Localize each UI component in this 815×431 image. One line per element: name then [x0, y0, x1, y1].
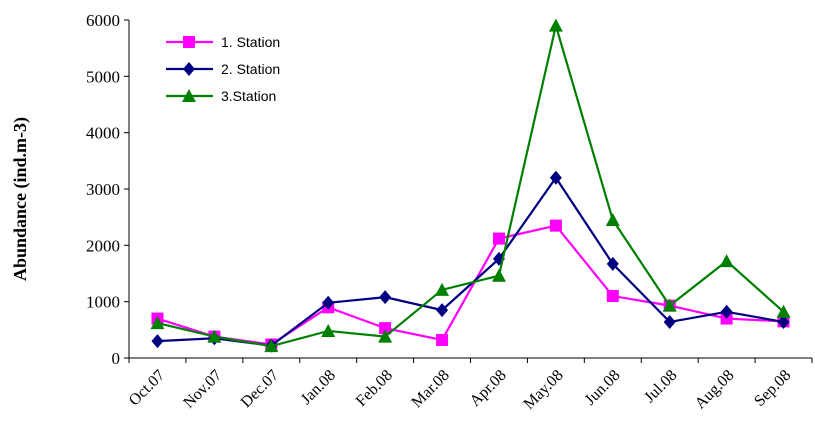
y-tick-label: 2000 [86, 236, 120, 255]
legend-item: 1. Station [166, 34, 280, 50]
series-line [157, 21, 785, 348]
data-point [548, 18, 563, 32]
x-tick-label: Oct.07 [126, 367, 169, 410]
data-point [379, 290, 392, 305]
y-tick-label: 0 [112, 349, 121, 368]
data-point [720, 304, 733, 319]
data-point [321, 323, 336, 337]
data-series [150, 18, 791, 353]
data-point [436, 303, 449, 318]
y-axis-ticks: 0 1000 2000 3000 4000 5000 6000 [86, 11, 129, 368]
data-point [606, 290, 619, 303]
x-tick-label: Jun.08 [582, 367, 624, 409]
series-3 [150, 18, 791, 353]
legend-marker [183, 36, 195, 48]
data-point [491, 268, 506, 282]
y-axis-label: Abundance (ind.m-3) [10, 117, 31, 281]
legend: 1. Station 2. Station 3.Station [166, 34, 280, 104]
x-tick-label: May.08 [521, 367, 567, 413]
data-point [549, 170, 562, 185]
data-point [549, 219, 562, 232]
x-tick-label: Sep.08 [751, 367, 794, 410]
data-point [776, 304, 791, 318]
data-point [606, 256, 619, 271]
x-tick-label: Nov.07 [180, 367, 225, 412]
series-2 [151, 170, 790, 353]
legend-item: 2. Station [166, 61, 280, 77]
x-tick-label: Mar.08 [408, 367, 452, 411]
series-line [157, 224, 784, 346]
data-point [719, 254, 734, 268]
x-tick-label: Jul.08 [641, 367, 680, 406]
x-tick-label: Aug.08 [692, 367, 738, 413]
y-tick-label: 5000 [86, 67, 120, 86]
data-point [378, 329, 393, 343]
legend-label: 3.Station [221, 88, 276, 104]
data-point [151, 334, 164, 349]
legend-item: 3.Station [166, 88, 276, 104]
data-point [435, 282, 450, 296]
data-point [605, 212, 620, 226]
data-point [207, 329, 222, 343]
data-point [492, 232, 505, 245]
legend-marker [183, 62, 195, 76]
series-line [157, 175, 784, 347]
y-tick-label: 1000 [86, 293, 120, 312]
legend-label: 2. Station [221, 61, 280, 77]
data-point [379, 322, 392, 335]
x-tick-label: Dec.07 [238, 367, 282, 411]
data-point [663, 314, 676, 329]
y-tick-label: 4000 [86, 124, 120, 143]
data-point [662, 298, 677, 312]
data-point [436, 333, 449, 346]
y-tick-label: 3000 [86, 180, 120, 199]
legend-marker [182, 89, 196, 102]
data-point [322, 295, 335, 310]
legend-label: 1. Station [221, 34, 280, 50]
y-tick-label: 6000 [86, 11, 120, 30]
data-point [264, 339, 279, 353]
x-tick-label: Jan.08 [298, 367, 339, 408]
x-tick-label: Feb.08 [353, 367, 396, 410]
data-point [150, 316, 165, 330]
x-tick-label: Apr.08 [467, 367, 510, 410]
data-point [777, 314, 790, 329]
x-axis-ticks: Oct.07 Nov.07 Dec.07 Jan.08 Feb.08 Mar.08 Apr.… [126, 358, 813, 413]
